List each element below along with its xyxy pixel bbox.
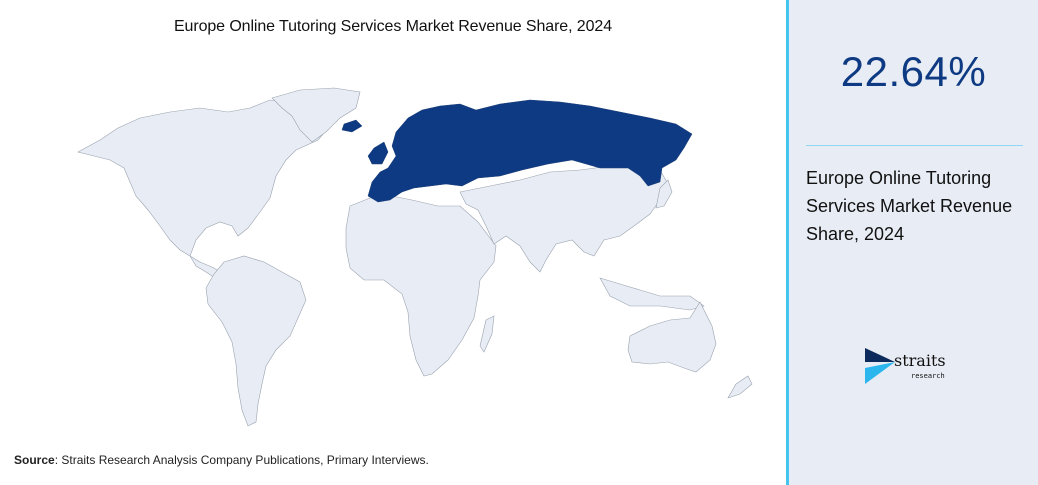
region-europe [367, 99, 693, 203]
chart-title: Europe Online Tutoring Services Market R… [173, 18, 612, 35]
world-map [77, 87, 753, 427]
region-madagascar [479, 315, 495, 353]
region-uk [367, 141, 389, 165]
chart-area: Europe Online Tutoring Services Market R… [14, 18, 753, 467]
source-label: Source [14, 453, 55, 467]
region-new-zealand [727, 375, 753, 399]
logo-arrow-icon [865, 348, 895, 384]
panel-divider [806, 145, 1023, 146]
logo-subtext: research [911, 372, 945, 380]
stat-panel: 22.64% Europe Online Tutoring Services M… [786, 0, 1038, 485]
region-africa [345, 195, 497, 377]
region-australia [627, 301, 717, 373]
region-greenland [271, 87, 361, 143]
stat-value: 22.64% [840, 48, 987, 95]
source-note: Source: Straits Research Analysis Compan… [14, 453, 429, 467]
straits-logo: straits research [865, 348, 965, 388]
region-asia [459, 163, 669, 273]
stat-description: Europe Online Tutoring Services Market R… [806, 168, 1013, 244]
region-south-america [205, 255, 307, 427]
region-southeast-asia [599, 277, 705, 311]
source-text: : Straits Research Analysis Company Publ… [54, 453, 429, 467]
region-north-america [77, 99, 331, 257]
region-japan [655, 179, 673, 209]
logo-wordmark: straits [894, 351, 946, 370]
region-iceland [341, 119, 363, 133]
